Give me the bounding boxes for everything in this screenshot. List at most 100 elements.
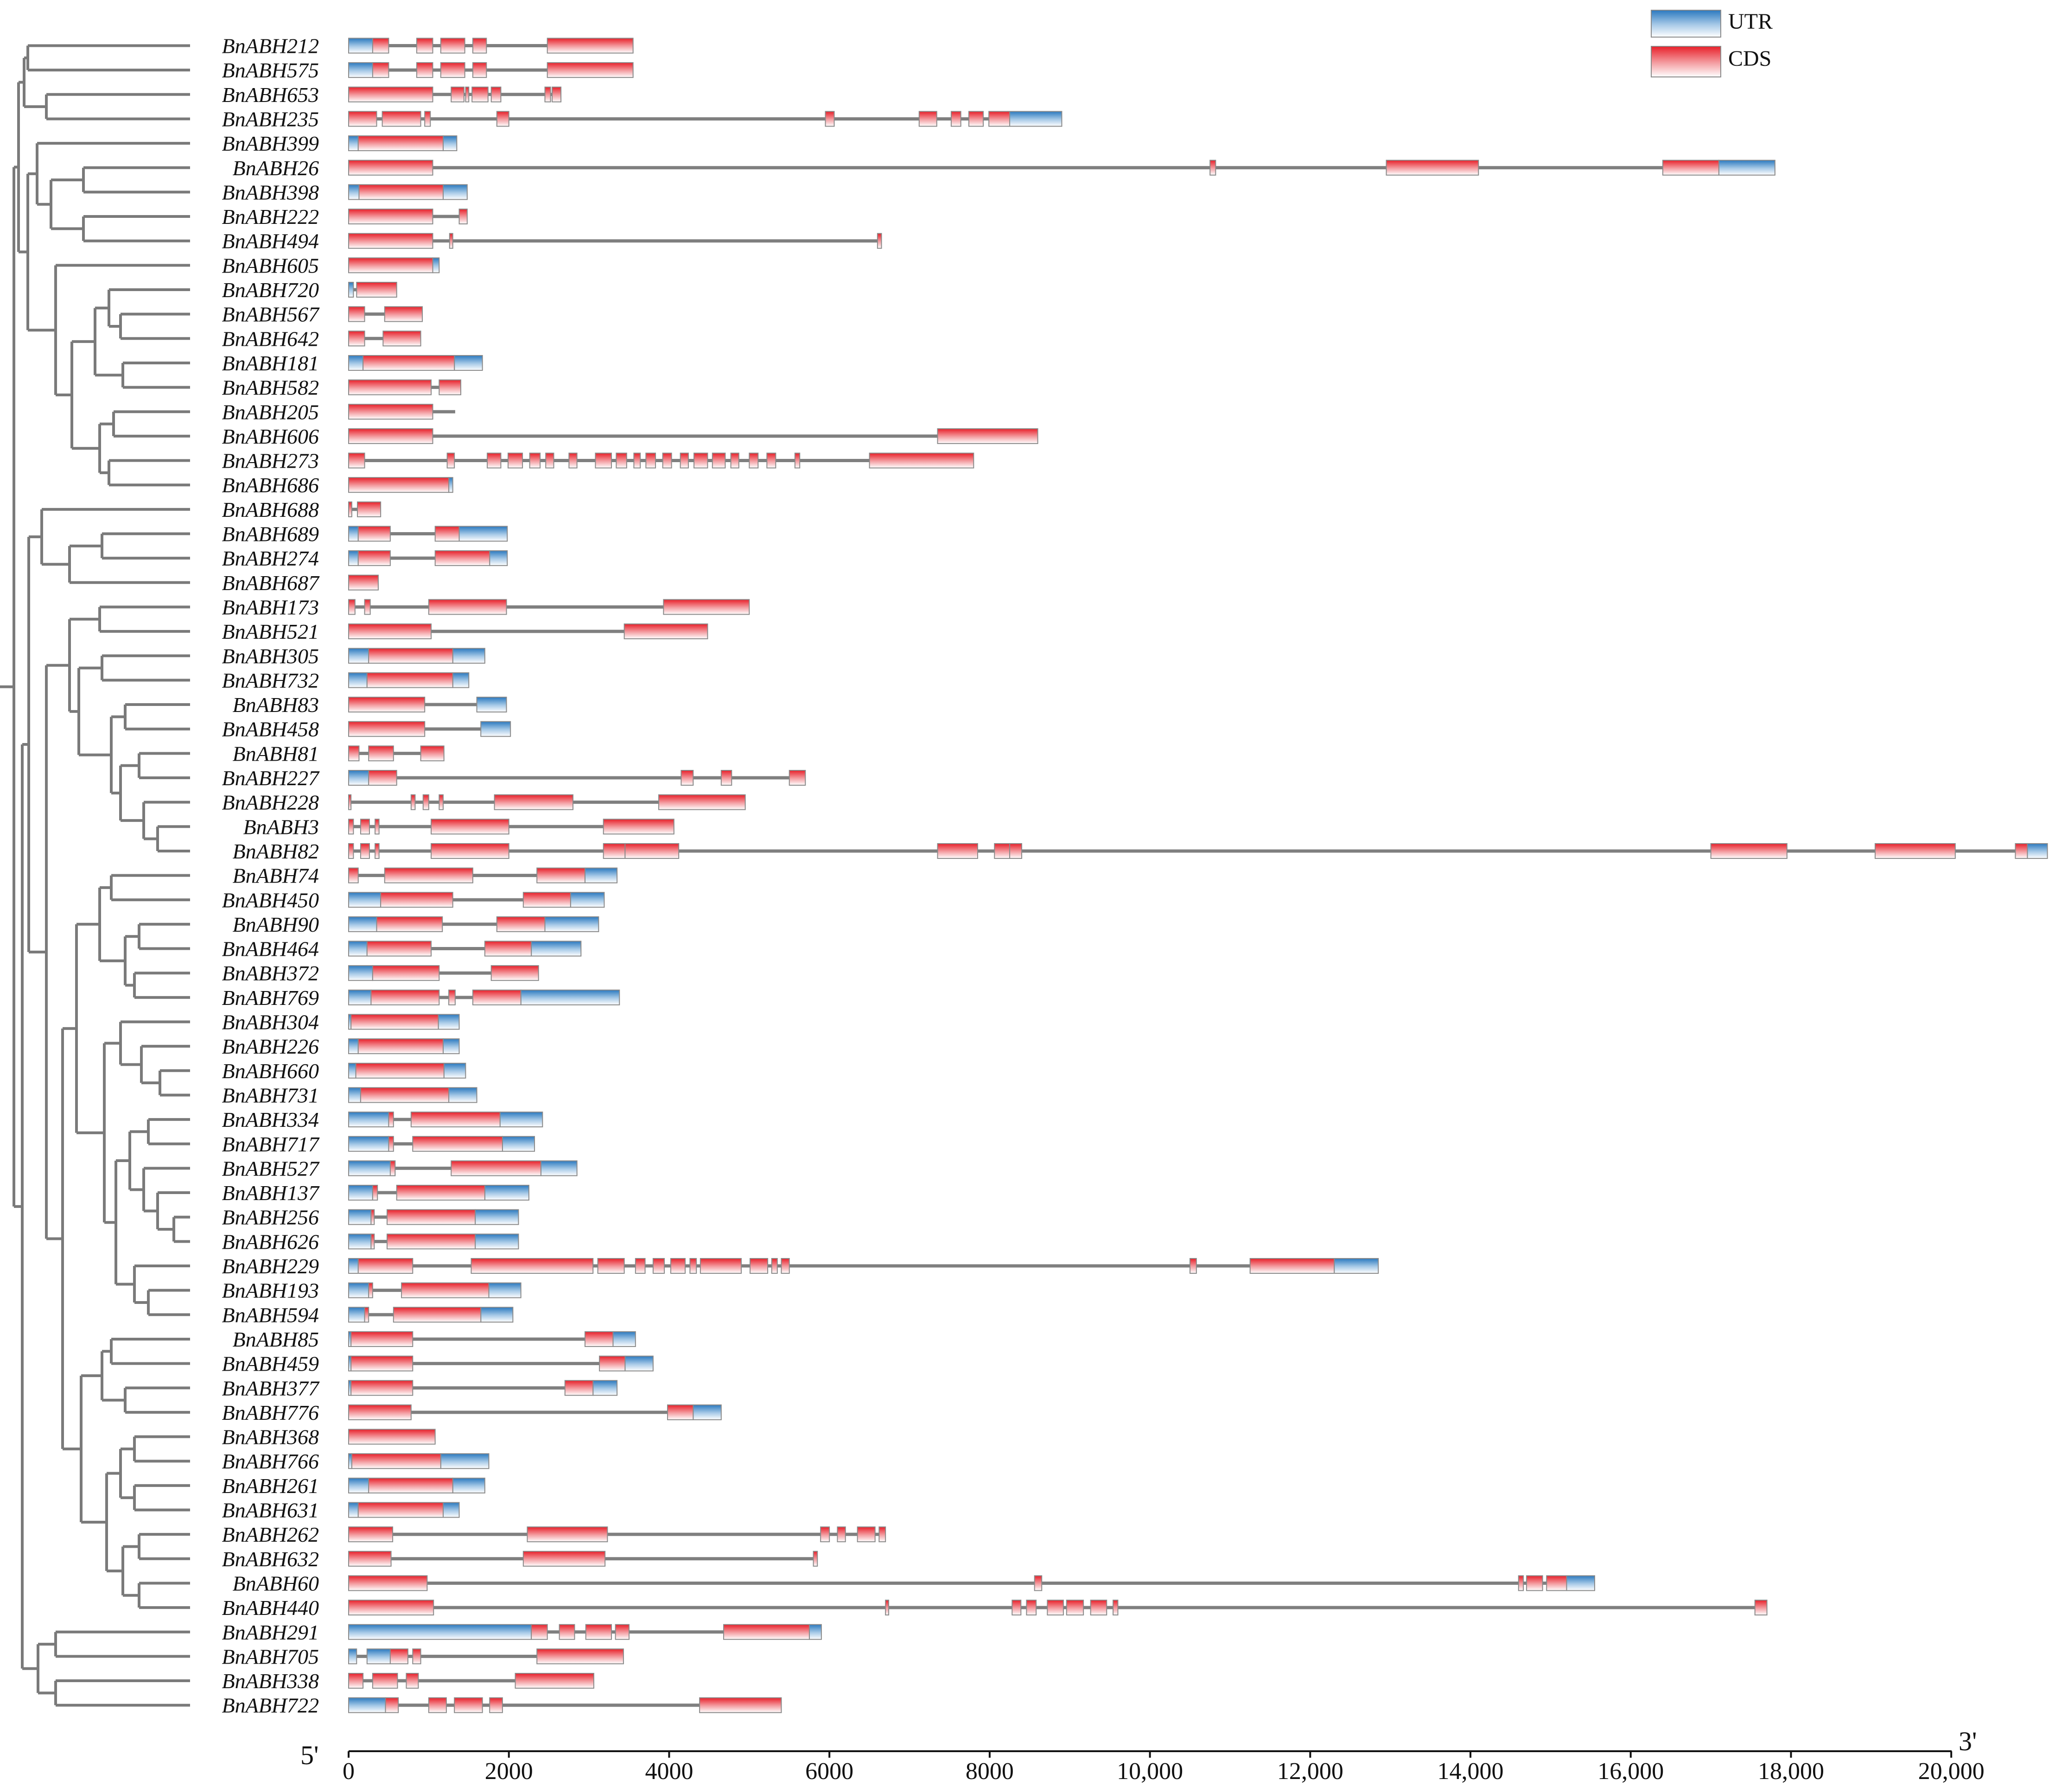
gene-label: BnABH227 (222, 766, 320, 790)
cds-segment (388, 1112, 394, 1128)
cds-segment (428, 1697, 447, 1713)
gene-label: BnABH205 (222, 400, 319, 424)
utr-segment (808, 1624, 822, 1640)
axis-end-label: 3' (1959, 1726, 1977, 1756)
gene-label: BnABH368 (222, 1425, 319, 1449)
cds-segment (599, 1355, 626, 1372)
utr-segment (484, 1185, 529, 1201)
cds-segment (385, 1697, 399, 1713)
cds-segment (750, 1258, 769, 1274)
cds-segment (401, 1282, 490, 1298)
gene-label: BnABH212 (222, 34, 319, 58)
axis-tick-label: 0 (343, 1758, 355, 1785)
gene-label: BnABH450 (222, 888, 319, 912)
utr-segment (348, 1477, 369, 1493)
gene-label: BnABH338 (222, 1669, 319, 1693)
axis-tick-label: 2000 (485, 1758, 533, 1785)
cds-segment (348, 1429, 436, 1445)
cds-segment (547, 62, 634, 78)
gene-row (348, 159, 1775, 176)
gene-row (348, 989, 620, 1005)
cds-segment (376, 916, 443, 932)
utr-segment (476, 697, 507, 713)
cds-segment (689, 1258, 697, 1274)
gene-label: BnABH3 (243, 815, 319, 839)
utr-segment (348, 989, 372, 1005)
cds-segment (406, 1673, 419, 1689)
cds-segment (357, 526, 391, 542)
gene-label: BnABH720 (222, 278, 319, 302)
cds-segment (357, 1038, 444, 1055)
cds-segment (490, 86, 502, 102)
gene-row (348, 1258, 1379, 1274)
cds-segment (877, 233, 882, 249)
cds-segment (372, 965, 440, 981)
cds-segment (536, 1648, 624, 1665)
gene-row (348, 1404, 722, 1420)
phylogenetic-tree (0, 44, 190, 1707)
cds-segment (386, 1233, 476, 1250)
cds-segment (857, 1526, 876, 1543)
gene-row (348, 1014, 460, 1030)
gene-row (348, 1697, 782, 1713)
gene-label: BnABH274 (222, 546, 319, 570)
gene-label: BnABH458 (222, 718, 319, 741)
gene-label: BnABH688 (222, 498, 319, 521)
gene-label: BnABH459 (222, 1352, 319, 1376)
cds-segment (1034, 1575, 1043, 1591)
utr-segment (348, 1502, 359, 1518)
cds-segment (370, 1209, 375, 1225)
cds-segment (382, 330, 421, 347)
cds-segment (388, 1136, 394, 1152)
utr-segment (438, 1014, 460, 1030)
cds-segment (348, 1575, 428, 1591)
axis-start-label: 5' (300, 1740, 318, 1770)
cds-segment (424, 111, 431, 127)
gene-label: BnABH776 (222, 1401, 319, 1424)
gene-label: BnABH732 (222, 668, 319, 692)
gene-labels: BnABH212BnABH575BnABH653BnABH235BnABH399… (222, 34, 320, 1717)
gene-row (348, 1526, 886, 1543)
cds-segment (950, 111, 961, 127)
cds-segment (368, 1282, 373, 1298)
cds-segment (440, 62, 465, 78)
utr-segment (348, 1209, 372, 1225)
utr-segment (693, 1404, 722, 1420)
gene-label: BnABH653 (222, 83, 319, 107)
cds-segment (350, 1331, 414, 1347)
cds-segment (348, 1404, 412, 1420)
cds-segment (386, 1209, 476, 1225)
gene-label: BnABH605 (222, 254, 319, 277)
cds-segment (370, 989, 440, 1005)
cds-segment (360, 1087, 450, 1103)
gene-label: BnABH137 (222, 1181, 320, 1205)
cds-segment (366, 672, 453, 688)
cds-segment (364, 1307, 369, 1323)
gene-row (348, 1453, 490, 1469)
cds-segment (766, 452, 776, 469)
utr-segment (348, 1258, 359, 1274)
cds-segment (878, 1526, 886, 1543)
gene-row (348, 379, 462, 395)
cds-segment (723, 1624, 810, 1640)
cds-segment (348, 209, 433, 225)
gene-row (348, 916, 599, 932)
cds-segment (348, 819, 354, 835)
cds-segment (348, 306, 365, 322)
cds-segment (471, 86, 489, 102)
axis-tick-label: 16,000 (1597, 1758, 1664, 1785)
utr-segment (348, 1160, 396, 1176)
gene-label: BnABH722 (222, 1694, 319, 1717)
gene-row (348, 794, 746, 810)
gene-row (348, 282, 397, 298)
gene-row (348, 1233, 519, 1250)
cds-segment (439, 794, 444, 810)
gene-label: BnABH631 (222, 1499, 319, 1522)
gene-label: BnABH273 (222, 449, 319, 473)
gene-row (348, 672, 470, 688)
cds-segment (681, 770, 694, 786)
utr-segment (348, 526, 359, 542)
cds-segment (597, 1258, 625, 1274)
utr-segment (348, 916, 377, 932)
cds-segment (471, 1258, 594, 1274)
